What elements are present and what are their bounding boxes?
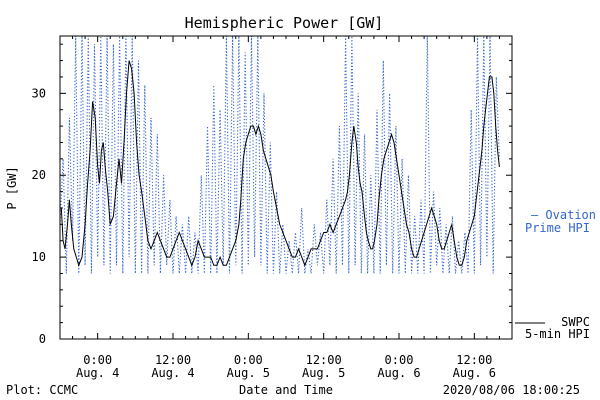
footer-credit: Plot: CCMC xyxy=(6,383,78,397)
legend-swpc-line2: 5-min HPI xyxy=(525,327,590,341)
y-axis: 0 10 20 30 xyxy=(32,43,512,346)
ovation-prime-series xyxy=(60,36,500,274)
x-tick-day: Aug. 5 xyxy=(302,366,345,380)
x-tick-time: 12:00 xyxy=(155,353,191,367)
y-tick-label: 20 xyxy=(32,168,46,182)
x-tick-day: Aug. 6 xyxy=(453,366,496,380)
y-axis-label: P [GW] xyxy=(5,166,19,209)
x-tick-day: Aug. 4 xyxy=(151,366,194,380)
legend-ovation: — Ovation Prime HPI xyxy=(525,208,596,235)
series-layer xyxy=(60,36,500,274)
x-tick-day: Aug. 5 xyxy=(227,366,270,380)
footer-timestamp: 2020/08/06 18:00:25 xyxy=(443,383,580,397)
legend-ovation-line2: Prime HPI xyxy=(525,221,590,235)
x-tick-time: 12:00 xyxy=(306,353,342,367)
x-tick-time: 0:00 xyxy=(385,353,414,367)
x-tick-time: 0:00 xyxy=(83,353,112,367)
legend-swpc-line1: SWPC xyxy=(561,315,590,329)
x-tick-time: 12:00 xyxy=(456,353,492,367)
y-tick-label: 30 xyxy=(32,86,46,100)
x-tick-day: Aug. 4 xyxy=(76,366,119,380)
y-tick-label: 10 xyxy=(32,250,46,264)
chart-title: Hemispheric Power [GW] xyxy=(185,14,384,32)
legend-swpc: SWPC 5-min HPI xyxy=(515,315,590,341)
legend-ovation-line1: — Ovation xyxy=(531,208,596,222)
x-tick-time: 0:00 xyxy=(234,353,263,367)
swpc-hpi-series xyxy=(60,60,500,267)
x-tick-day: Aug. 6 xyxy=(377,366,420,380)
y-tick-label: 0 xyxy=(39,332,46,346)
x-axis-label: Date and Time xyxy=(239,383,333,397)
